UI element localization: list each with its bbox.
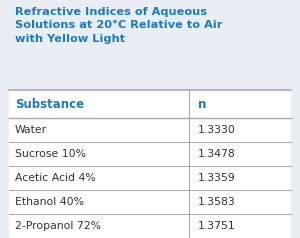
Text: n: n [198,98,206,111]
FancyBboxPatch shape [9,166,291,190]
Text: 1.3359: 1.3359 [198,173,236,183]
Text: Ethanol 40%: Ethanol 40% [15,197,84,207]
Text: Acetic Acid 4%: Acetic Acid 4% [15,173,96,183]
FancyBboxPatch shape [9,142,291,166]
FancyBboxPatch shape [9,0,291,90]
Text: Substance: Substance [15,98,84,111]
Text: Refractive Indices of Aqueous
Solutions at 20°C Relative to Air
with Yellow Ligh: Refractive Indices of Aqueous Solutions … [15,7,223,44]
Text: Sucrose 10%: Sucrose 10% [15,149,86,159]
FancyBboxPatch shape [9,90,291,118]
FancyBboxPatch shape [9,190,291,214]
Text: Water: Water [15,125,47,135]
Text: 1.3583: 1.3583 [198,197,236,207]
Text: 1.3751: 1.3751 [198,221,236,231]
FancyBboxPatch shape [9,214,291,238]
FancyBboxPatch shape [9,0,291,238]
Text: 2-Propanol 72%: 2-Propanol 72% [15,221,101,231]
Text: 1.3478: 1.3478 [198,149,236,159]
Text: 1.3330: 1.3330 [198,125,236,135]
FancyBboxPatch shape [9,118,291,142]
